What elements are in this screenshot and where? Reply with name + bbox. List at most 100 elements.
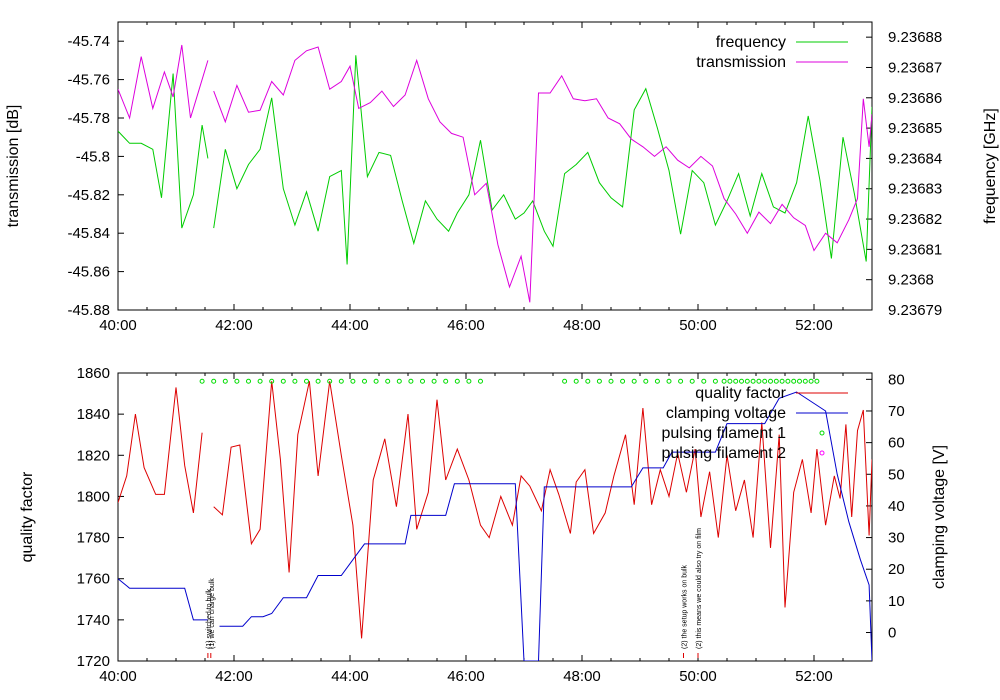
scatter-point xyxy=(199,378,205,384)
right-axis-label: clamping voltage [V] xyxy=(931,445,948,589)
legend: frequency transmission xyxy=(696,34,848,71)
legend-label: clamping voltage xyxy=(666,405,786,422)
scatter-point xyxy=(431,378,437,384)
right-tick-label: 50 xyxy=(888,466,905,483)
x-tick-label: 46:00 xyxy=(447,668,485,685)
series-line-frequency xyxy=(213,55,872,265)
x-tick-label: 48:00 xyxy=(563,317,601,334)
x-tick-label: 50:00 xyxy=(679,668,717,685)
legend-label: pulsing filament 2 xyxy=(661,445,786,462)
annotation-label: (2) this means we could also try on film xyxy=(696,528,703,649)
scatter-point xyxy=(373,378,379,384)
legend-marker xyxy=(819,430,825,436)
right-tick-label: 40 xyxy=(888,498,905,515)
scatter-point xyxy=(768,378,773,384)
x-tick-label: 40:00 xyxy=(99,668,137,685)
scatter-point xyxy=(750,378,756,384)
x-tick-label: 44:00 xyxy=(331,668,369,685)
scatter-point xyxy=(808,378,814,384)
scatter-point xyxy=(292,378,298,384)
series-line-quality-factor xyxy=(118,387,203,513)
x-tick-label: 52:00 xyxy=(795,317,833,334)
scatter-point xyxy=(246,378,251,384)
scatter-point xyxy=(744,378,750,384)
x-tick-label: 52:00 xyxy=(795,668,833,685)
left-tick-label: -45.74 xyxy=(67,33,110,50)
scatter-point xyxy=(327,378,333,384)
left-tick-label: -45.86 xyxy=(67,264,110,281)
left-tick-label: -45.76 xyxy=(67,72,110,89)
left-tick-label: -45.88 xyxy=(67,302,110,319)
right-tick-label: 9.23683 xyxy=(888,181,942,198)
legend-label: frequency xyxy=(716,34,786,51)
scatter-point xyxy=(791,378,797,384)
scatter-point xyxy=(739,378,744,384)
series-line-transmission xyxy=(213,46,872,303)
scatter-point xyxy=(721,378,727,384)
right-tick-label: 60 xyxy=(888,435,905,452)
scatter-point xyxy=(466,378,472,384)
left-axis-label: quality factor xyxy=(19,471,36,562)
scatter-point xyxy=(269,378,275,384)
left-tick-label: -45.84 xyxy=(67,225,110,242)
scatter-point xyxy=(596,378,602,384)
scatter-point xyxy=(654,378,660,384)
scatter-point xyxy=(443,378,449,384)
scatter-point xyxy=(396,378,402,384)
scatter-point xyxy=(802,378,808,384)
series-line-clamping-voltage xyxy=(219,391,872,661)
scatter-point xyxy=(573,378,579,384)
left-tick-label: 1840 xyxy=(77,406,110,423)
legend-marker xyxy=(819,450,825,456)
scatter-point xyxy=(608,378,614,384)
right-tick-label: 70 xyxy=(888,403,905,420)
scatter-point xyxy=(779,378,785,384)
top-panel: 40:00 42:00 44:00 46:00 48:00 50:00 52:00 -45.7… xyxy=(5,21,999,334)
left-tick-label: -45.82 xyxy=(67,187,110,204)
right-tick-label: 9.2368 xyxy=(888,272,934,289)
scatter-point xyxy=(678,378,684,384)
annotation-label: (1) switched to bulk xyxy=(206,588,213,649)
legend-label: pulsing filament 1 xyxy=(661,425,786,442)
scatter-point xyxy=(773,378,779,384)
scatter-point xyxy=(756,378,762,384)
right-axis-label: frequency [GHz] xyxy=(982,108,999,224)
scatter-point xyxy=(814,378,820,384)
right-tick-label: 9.23682 xyxy=(888,211,942,228)
x-tick-label: 40:00 xyxy=(99,317,137,334)
right-tick-label: 30 xyxy=(888,530,905,547)
x-tick-label: 42:00 xyxy=(215,668,253,685)
series-line-clamping-voltage xyxy=(118,578,208,621)
right-tick-label: 9.23685 xyxy=(888,120,942,137)
left-tick-label: 1720 xyxy=(77,653,110,670)
scatter-point xyxy=(257,378,263,384)
right-tick-label: 20 xyxy=(888,561,905,578)
scatter-point xyxy=(408,378,414,384)
plot-area xyxy=(118,44,872,303)
left-tick-label: -45.78 xyxy=(67,110,110,127)
scatter-point xyxy=(454,378,460,384)
scatter-point xyxy=(785,378,791,384)
legend-label: quality factor xyxy=(695,385,786,402)
x-tick-label: 48:00 xyxy=(563,668,601,685)
left-tick-label: 1760 xyxy=(77,571,110,588)
x-tick-label: 44:00 xyxy=(331,317,369,334)
right-tick-label: 9.23687 xyxy=(888,59,942,76)
legend-label: transmission xyxy=(696,54,786,71)
scatter-point xyxy=(733,378,739,384)
x-tick-label: 42:00 xyxy=(215,317,253,334)
scatter-point xyxy=(385,378,391,384)
scatter-point xyxy=(222,378,228,384)
scatter-point xyxy=(712,378,718,384)
plot-area xyxy=(118,378,872,661)
right-tick-label: 0 xyxy=(888,625,896,642)
right-tick-label: 9.23686 xyxy=(888,90,942,107)
scatter-point xyxy=(701,378,707,384)
scatter-point xyxy=(666,378,672,384)
series-line-transmission xyxy=(118,44,209,120)
scatter-point xyxy=(727,378,733,384)
annotation-label: (2) the setup works on bulk xyxy=(682,564,689,649)
scatter-point xyxy=(280,378,286,384)
left-axis-label: transmission [dB] xyxy=(5,105,22,228)
